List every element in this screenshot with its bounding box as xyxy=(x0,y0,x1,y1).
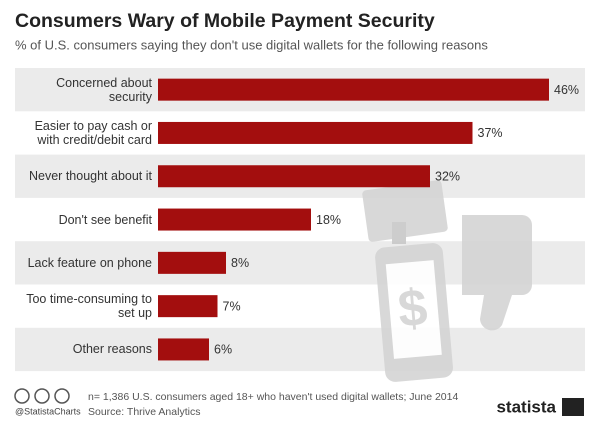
brand: statista xyxy=(496,397,556,416)
bar xyxy=(158,208,311,231)
footer-icons xyxy=(14,388,70,404)
value-label: 32% xyxy=(435,170,460,184)
source: Source: Thrive Analytics xyxy=(88,406,200,418)
value-label: 8% xyxy=(231,256,249,270)
chart-title: Consumers Wary of Mobile Payment Securit… xyxy=(15,10,435,32)
brand-icon xyxy=(562,398,584,416)
value-label: 18% xyxy=(316,213,341,227)
svg-text:$: $ xyxy=(396,279,430,339)
bar xyxy=(158,295,218,318)
category-label: Easier to pay cash or with credit/debit … xyxy=(34,118,152,147)
bar xyxy=(158,338,209,361)
category-label: Lack feature on phone xyxy=(27,255,152,270)
category-label: Never thought about it xyxy=(29,169,152,184)
value-label: 6% xyxy=(214,343,232,357)
category-label: Don't see benefit xyxy=(58,212,152,227)
chart-subtitle: % of U.S. consumers saying they don't us… xyxy=(15,37,488,52)
bar xyxy=(158,78,549,101)
category-label: Concerned about security xyxy=(56,75,152,104)
bar xyxy=(158,165,430,188)
value-label: 46% xyxy=(554,83,579,97)
bar xyxy=(158,121,473,144)
bar xyxy=(158,251,226,274)
category-label: Too time-consuming to set up xyxy=(26,292,152,321)
value-label: 7% xyxy=(223,299,241,313)
value-label: 37% xyxy=(478,126,503,140)
note: n= 1,386 U.S. consumers aged 18+ who hav… xyxy=(88,391,458,403)
category-label: Other reasons xyxy=(72,342,152,357)
credit: @StatistaCharts xyxy=(15,406,81,416)
row-band xyxy=(15,327,585,372)
illustration: $ xyxy=(362,180,532,382)
